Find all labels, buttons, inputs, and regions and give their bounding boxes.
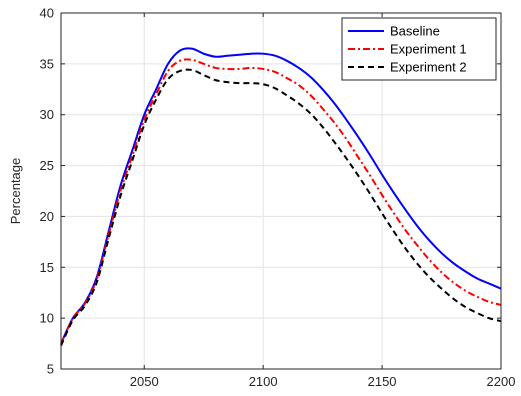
- x-tick-label-3: 2200: [487, 374, 516, 389]
- x-tick-label-0: 2050: [130, 374, 159, 389]
- y-tick-label-2: 15: [40, 260, 54, 275]
- y-tick-label-5: 30: [40, 107, 54, 122]
- plot-frame: [60, 12, 502, 370]
- y-tick-label-1: 10: [40, 311, 54, 326]
- series-line-1: [60, 47, 502, 344]
- series-lines: [60, 47, 502, 347]
- legend-label-2: Experiment 1: [390, 42, 467, 57]
- series-line-3: [60, 68, 502, 347]
- y-tick-label-3: 20: [40, 209, 54, 224]
- axis-ticks: 2050 2100 2150 2200 5 10 15 20 25 30 35 40: [40, 6, 516, 390]
- y-tick-label-0: 5: [47, 362, 54, 377]
- x-tick-label-1: 2100: [249, 374, 278, 389]
- legend: Baseline Experiment 1 Experiment 2: [341, 17, 497, 81]
- y-axis-label: Percentage: [8, 158, 23, 225]
- legend-label-3: Experiment 2: [390, 60, 467, 75]
- series-line-2: [60, 58, 502, 344]
- y-tick-label-4: 25: [40, 158, 54, 173]
- y-tick-label-6: 35: [40, 56, 54, 71]
- legend-label-1: Baseline: [390, 24, 440, 39]
- x-tick-label-2: 2150: [368, 374, 397, 389]
- y-tick-label-7: 40: [40, 6, 54, 21]
